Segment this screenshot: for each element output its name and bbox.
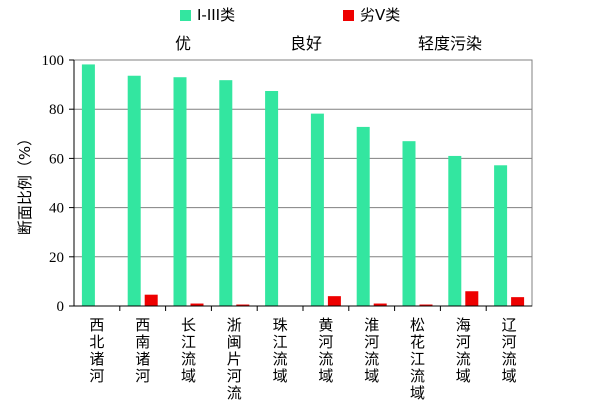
bar-class-worse-than-v — [144, 294, 158, 306]
bar-class-worse-than-v — [236, 304, 250, 306]
y-axis-title: 断面比例（%） — [16, 131, 34, 235]
x-category-label: 海河流域 — [456, 316, 471, 385]
x-category-label: 西南诸河 — [135, 316, 150, 385]
y-tick-label: 100 — [42, 53, 65, 69]
x-category-label: 淮河流域 — [364, 316, 379, 385]
bar-class-i-iii — [310, 113, 324, 307]
bar-class-i-iii — [356, 126, 370, 306]
y-tick-label: 80 — [49, 102, 64, 118]
y-tick-label: 0 — [57, 299, 65, 315]
legend-label-series-2: 劣V类 — [360, 6, 400, 24]
x-category-label: 西北诸河 — [89, 316, 104, 385]
legend-label-series-1: I-III类 — [197, 6, 235, 24]
legend: I-III类 劣V类 — [180, 6, 400, 24]
x-category-label: 浙闽片河流 — [227, 316, 242, 402]
bar-class-i-iii — [265, 90, 279, 306]
legend-swatch-series-1 — [180, 10, 191, 21]
y-tick-label: 60 — [49, 151, 64, 167]
y-tick-label: 40 — [49, 201, 64, 217]
y-axis-ticks: 0 20 40 60 80 100 — [42, 53, 74, 315]
x-category-label: 辽河流域 — [502, 316, 517, 385]
x-axis-category-labels: 西北诸河 西南诸河 长江流域 浙闽片河流 珠江流域 黄河流域 淮河流域 松花江流域 海河流域 辽河… — [89, 316, 516, 402]
annotation-light-pollution: 轻度污染 — [418, 34, 482, 53]
annotation-good: 良好 — [290, 34, 322, 53]
bar-class-worse-than-v — [373, 303, 387, 306]
bar-class-i-iii — [127, 75, 141, 306]
bar-class-worse-than-v — [465, 291, 479, 306]
y-tick-label: 20 — [49, 250, 64, 266]
bars — [81, 64, 525, 307]
bar-class-i-iii — [494, 165, 508, 306]
x-axis-ticks — [119, 306, 487, 311]
x-category-label: 松花江流域 — [410, 316, 425, 402]
bar-class-worse-than-v — [511, 297, 525, 306]
bar-class-i-iii — [448, 155, 462, 306]
bar-class-worse-than-v — [190, 303, 204, 306]
plot-area — [73, 59, 533, 307]
x-category-label: 长江流域 — [181, 316, 196, 385]
bar-class-i-iii — [173, 77, 187, 306]
x-category-label: 黄河流域 — [318, 316, 333, 385]
bar-class-i-iii — [402, 141, 416, 306]
bar-class-worse-than-v — [327, 296, 341, 306]
bar-class-i-iii — [219, 80, 233, 306]
legend-swatch-series-2 — [343, 10, 354, 21]
bar-class-worse-than-v — [419, 304, 433, 306]
x-category-label: 珠江流域 — [273, 316, 288, 385]
annotation-excellent: 优 — [175, 34, 191, 53]
bar-class-i-iii — [81, 64, 95, 306]
